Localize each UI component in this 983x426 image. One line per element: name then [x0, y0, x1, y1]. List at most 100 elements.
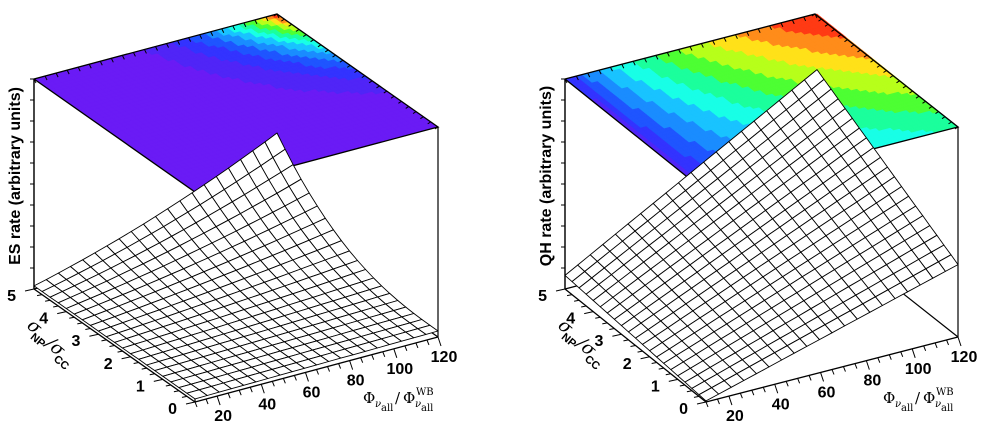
surface-mesh: [33, 132, 439, 400]
top-tick: [317, 44, 322, 48]
top-tick: [361, 75, 366, 79]
x-tick-mark: [415, 342, 419, 349]
x-tick-label: 120: [431, 349, 458, 366]
y-tick-mark: [679, 384, 685, 387]
y-tick-label: 3: [71, 333, 80, 350]
x-tick-mark: [923, 345, 927, 352]
x-tick-mark: [888, 354, 892, 360]
top-tick: [288, 23, 292, 27]
y-tick-mark: [566, 294, 573, 297]
x-tick-mark: [785, 381, 789, 387]
top-tick: [77, 66, 81, 72]
top-tick: [310, 39, 314, 43]
x-tick-mark: [842, 366, 846, 372]
x-tick-label: 60: [303, 385, 321, 402]
y-tick-mark: [602, 322, 608, 325]
x-tick-mark: [426, 339, 430, 346]
top-tick: [281, 18, 285, 22]
x-tick-mark: [227, 392, 231, 399]
y-tick-mark: [686, 390, 692, 393]
y-tick-mark: [181, 395, 188, 398]
x-tick-mark: [934, 342, 938, 349]
y-tick-mark: [36, 294, 43, 297]
x-tick-label: 20: [726, 408, 744, 425]
top-tick: [243, 22, 247, 28]
y-tick-mark: [555, 288, 566, 292]
x-tick-mark: [797, 378, 801, 384]
y-tick-mark: [57, 311, 67, 315]
x-tick-mark: [404, 345, 408, 352]
x-title-wb: WB: [936, 387, 954, 398]
top-tick: [368, 80, 373, 84]
x-tick-mark: [316, 369, 319, 375]
top-tick: [110, 58, 114, 63]
top-tick: [383, 90, 388, 94]
x-tick-mark: [957, 336, 962, 347]
top-tick: [273, 13, 278, 17]
x-title-phi-1: Φ: [883, 389, 895, 407]
x-tick-mark: [946, 339, 950, 346]
x-tick-mark: [911, 348, 916, 358]
x-tick-label: 60: [818, 385, 836, 402]
x-tick-mark: [371, 354, 375, 360]
top-tick: [302, 34, 307, 37]
x-tick-mark: [808, 375, 812, 381]
x-title-all-1: all: [381, 403, 393, 414]
y-tick-mark: [109, 345, 115, 347]
y-tick-mark: [89, 333, 99, 337]
y-tick-mark: [69, 316, 75, 319]
y-tick-mark: [133, 361, 139, 364]
x-tick-mark: [382, 351, 386, 357]
z-axis-title: QH rate (arbitrary units): [538, 86, 555, 266]
y-tick-mark: [637, 350, 643, 353]
x-tick-label: 40: [772, 396, 790, 413]
top-tick: [66, 69, 70, 75]
top-tick: [398, 100, 402, 104]
y-tick-label: 2: [623, 356, 632, 373]
x-title-phi-1: Φ: [363, 389, 375, 407]
y-tick-mark: [173, 390, 179, 393]
y-tick-mark: [53, 305, 59, 308]
x-tick-label: 40: [258, 396, 276, 413]
top-tick: [44, 75, 48, 81]
y-tick-mark: [584, 311, 594, 315]
y-tick-mark: [24, 288, 35, 292]
x-tick-mark: [304, 372, 309, 382]
y-tick-mark: [77, 322, 83, 325]
z-axis-title: ES rate (arbitrary units): [7, 87, 24, 265]
y-tick-label: 0: [168, 401, 177, 418]
top-tick: [254, 19, 258, 25]
x-tick-mark: [751, 389, 755, 396]
x-tick-mark: [854, 363, 858, 369]
x-tick-mark: [831, 369, 835, 375]
y-tick-label: 2: [104, 356, 113, 373]
y-tick-label: 0: [679, 401, 688, 418]
top-tick: [434, 126, 439, 130]
y-tick-mark: [665, 373, 671, 376]
x-title-slash: /: [395, 389, 401, 407]
x-title-all-2: all: [941, 403, 953, 414]
x-tick-mark: [865, 360, 870, 370]
y-tick-mark: [668, 378, 678, 382]
top-tick: [412, 111, 417, 115]
y-tick-mark: [609, 328, 615, 331]
x-tick-mark: [762, 387, 766, 393]
y-tick-label: 4: [39, 311, 48, 328]
top-tick: [405, 106, 410, 109]
x-tick-mark: [739, 392, 743, 399]
top-tick: [427, 121, 431, 125]
x-tick-mark: [216, 395, 221, 406]
top-tick: [155, 46, 158, 51]
y-tick-mark: [612, 333, 622, 337]
y-tick-mark: [149, 373, 155, 376]
top-tick: [177, 40, 181, 45]
x-tick-mark: [877, 357, 881, 363]
top-tick: [210, 31, 214, 36]
y-tick-mark: [85, 328, 91, 331]
y-tick-mark: [117, 350, 123, 353]
